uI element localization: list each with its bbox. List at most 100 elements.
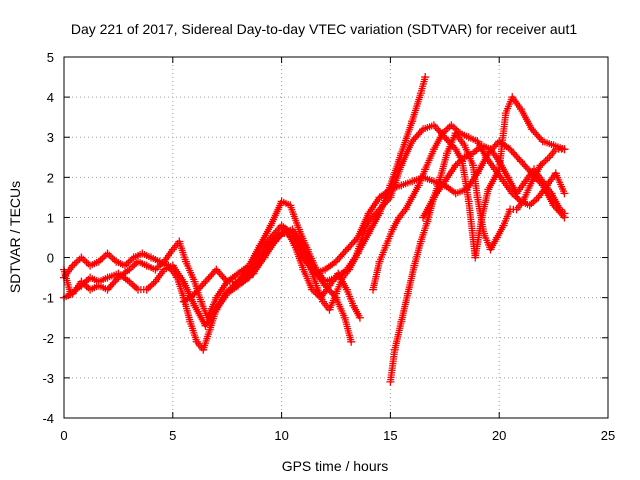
- sample-markers: [492, 167, 506, 183]
- sample-markers: [488, 147, 502, 163]
- data-point: [238, 277, 247, 286]
- sample-markers: [376, 244, 389, 263]
- sample-markers: [383, 228, 396, 247]
- sample-markers: [459, 160, 472, 203]
- data-point: [234, 269, 243, 278]
- data-point: [388, 225, 397, 234]
- sample-markers: [453, 155, 467, 168]
- sample-markers: [280, 198, 292, 208]
- data-point: [164, 261, 173, 270]
- data-point: [419, 213, 428, 222]
- sample-markers: [484, 155, 497, 171]
- series-trace-3: [60, 137, 569, 354]
- sample-markers: [399, 178, 414, 189]
- sample-markers: [520, 180, 535, 203]
- sample-markers: [420, 195, 437, 219]
- data-point: [345, 265, 354, 274]
- data-point: [192, 337, 201, 346]
- sample-markers: [291, 244, 307, 271]
- sample-markers: [290, 227, 306, 248]
- sample-markers: [144, 279, 158, 292]
- data-point: [490, 165, 499, 174]
- sample-markers: [411, 240, 424, 267]
- y-tick-label: 5: [47, 50, 54, 65]
- sample-markers: [170, 240, 182, 252]
- data-point: [408, 193, 417, 202]
- data-point: [190, 301, 199, 310]
- sample-markers: [194, 340, 206, 352]
- sample-markers: [453, 131, 467, 147]
- data-point: [347, 337, 356, 346]
- sample-markers: [514, 179, 528, 195]
- grid-lines: [64, 57, 608, 418]
- series-layer: [60, 73, 569, 386]
- series-trace-7: [386, 129, 569, 386]
- data-point: [244, 265, 253, 274]
- x-tick-label: 15: [383, 428, 397, 443]
- sample-markers: [187, 320, 200, 344]
- sample-markers: [529, 127, 545, 144]
- data-point: [512, 205, 521, 214]
- data-point: [151, 277, 160, 286]
- sample-markers: [398, 292, 411, 324]
- sample-markers: [214, 280, 230, 300]
- sample-markers: [359, 220, 372, 239]
- sample-markers: [333, 296, 348, 319]
- sample-markers: [158, 259, 170, 269]
- y-tick-label: -1: [42, 291, 54, 306]
- sample-markers: [145, 263, 157, 273]
- sample-markers: [421, 122, 436, 132]
- sample-markers: [106, 270, 120, 281]
- x-tick-label: 25: [601, 428, 615, 443]
- sample-markers: [458, 130, 471, 140]
- sample-markers: [335, 272, 350, 292]
- sample-markers: [257, 223, 274, 248]
- sample-markers: [326, 292, 339, 311]
- sample-markers: [79, 279, 92, 292]
- sample-markers: [205, 296, 219, 319]
- x-tick-label: 5: [169, 428, 176, 443]
- sample-markers: [236, 263, 251, 276]
- sample-markers: [377, 187, 393, 200]
- sample-markers: [162, 248, 175, 264]
- sample-markers: [62, 291, 75, 301]
- sample-markers: [174, 276, 187, 299]
- data-point: [440, 177, 449, 186]
- sample-markers: [431, 179, 447, 199]
- data-point: [355, 313, 364, 322]
- sample-markers: [494, 223, 506, 239]
- sample-markers: [442, 163, 458, 183]
- data-point: [318, 297, 327, 306]
- x-tick-label: 10: [274, 428, 288, 443]
- sample-markers: [287, 204, 302, 231]
- sample-markers: [531, 167, 545, 183]
- sample-markers: [318, 284, 332, 300]
- sample-markers: [181, 291, 197, 304]
- data-point: [179, 297, 188, 306]
- sample-markers: [344, 235, 360, 252]
- data-point: [212, 305, 221, 314]
- sample-markers: [403, 195, 415, 211]
- axis-ticks: 0 5 10 15 20 25 -4 -3 -2 -1 0 1 2 3 4 5: [42, 50, 615, 443]
- sample-markers: [223, 283, 236, 296]
- sample-markers: [213, 292, 228, 312]
- sample-markers: [176, 240, 189, 263]
- sample-markers: [132, 251, 144, 261]
- sample-markers: [61, 264, 75, 280]
- y-tick-label: 1: [47, 210, 54, 225]
- sample-markers: [192, 279, 208, 296]
- sample-markers: [79, 255, 92, 268]
- data-point: [395, 213, 404, 222]
- x-tick-label: 20: [492, 428, 506, 443]
- sample-markers: [123, 255, 136, 268]
- sample-markers: [346, 256, 358, 272]
- data-point: [421, 73, 430, 82]
- sample-markers: [398, 139, 415, 167]
- sample-markers: [547, 147, 558, 159]
- sample-markers: [344, 288, 356, 307]
- sample-markers: [469, 164, 481, 199]
- sample-markers: [300, 244, 313, 267]
- sample-markers: [417, 75, 429, 95]
- y-tick-label: -3: [42, 371, 54, 386]
